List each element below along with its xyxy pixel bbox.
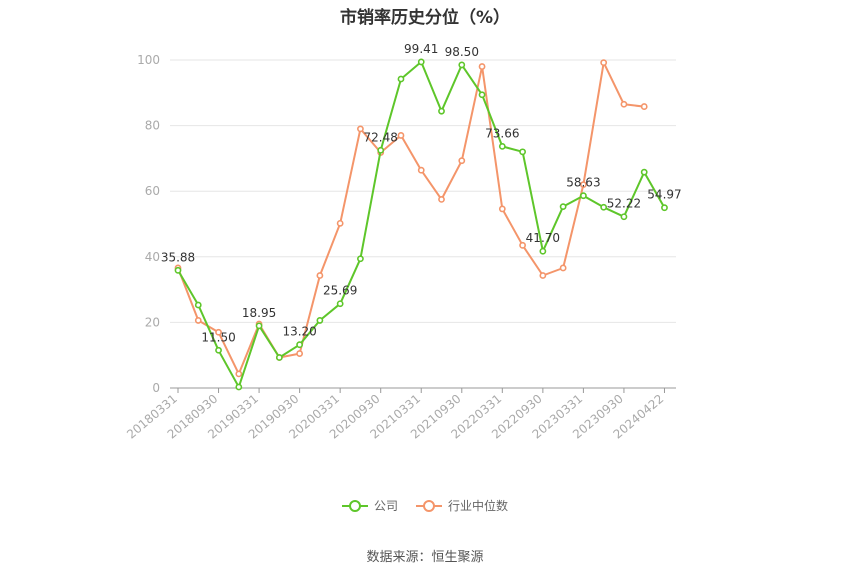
data-source: 数据来源：恒生聚源 [366, 550, 484, 565]
series-line-industry [177, 61, 645, 375]
series-lines [174, 58, 668, 391]
data-point-industry [559, 264, 567, 272]
series-line-company [177, 60, 666, 388]
data-label: 18.95 [242, 306, 276, 320]
data-point-industry [580, 181, 587, 189]
data-point-industry [417, 166, 425, 174]
data-label: 25.69 [323, 284, 357, 298]
data-point-industry [478, 63, 486, 70]
legend-industry-marker [416, 499, 442, 513]
data-point-company [174, 266, 182, 274]
data-point-company [357, 255, 364, 263]
series-company [174, 58, 668, 391]
data-point-company [316, 317, 324, 324]
data-point-industry [519, 241, 526, 249]
data-point-industry [640, 103, 648, 110]
data-label: 41.70 [526, 231, 560, 245]
y-axis-ticks: 0 20 40 60 80 100 [137, 53, 160, 395]
data-point-industry [316, 272, 324, 279]
data-point-industry [498, 205, 506, 213]
data-point-company [215, 346, 222, 354]
data-point-industry [397, 132, 405, 139]
data-point-company [438, 107, 445, 115]
legend-industry-label: 行业中位数 [448, 499, 509, 513]
data-point-industry [336, 219, 344, 227]
legend: 公司 行业中位数 [0, 497, 850, 514]
data-point-company [600, 203, 608, 211]
line-chart: 0 20 40 60 80 100 201803312018093020190331201… [124, 42, 682, 442]
data-point-company [458, 61, 466, 69]
data-point-industry [539, 272, 547, 279]
chart-title: 市销率历史分位（%） [339, 8, 511, 28]
legend-company-label: 公司 [373, 499, 398, 513]
data-label: 73.66 [485, 126, 519, 140]
data-label: 52.22 [607, 197, 641, 211]
data-point-company [417, 58, 425, 66]
y-tick-label: 80 [145, 119, 160, 133]
data-label: 35.88 [161, 250, 195, 264]
data-labels: 35.88 11.50 18.95 13.20 25.69 72.48 99.41 98.50… [161, 42, 682, 344]
data-point-industry [600, 59, 608, 67]
data-point-company [194, 301, 202, 309]
legend-item-company[interactable]: 公司 [341, 497, 398, 514]
data-point-company [235, 383, 243, 391]
data-point-company [559, 203, 567, 211]
data-label: 99.41 [404, 42, 438, 56]
y-tick-label: 40 [145, 250, 160, 264]
data-point-company [539, 247, 547, 255]
legend-company-marker [341, 499, 368, 513]
data-point-company [640, 168, 648, 176]
data-point-industry [438, 195, 445, 203]
data-point-industry [296, 350, 304, 357]
data-point-industry [620, 100, 628, 108]
data-label: 98.50 [445, 45, 479, 59]
grid-lines [170, 59, 676, 323]
y-tick-label: 0 [152, 381, 160, 395]
data-point-company [397, 75, 405, 83]
data-point-company [255, 322, 263, 330]
data-point-company [661, 204, 668, 212]
data-label: 11.50 [201, 330, 235, 344]
legend-item-industry[interactable]: 行业中位数 [416, 497, 508, 514]
data-point-company [336, 300, 344, 308]
data-point-company [275, 354, 283, 361]
data-point-industry [235, 370, 243, 378]
data-label: 72.48 [364, 130, 398, 144]
y-tick-label: 100 [137, 53, 160, 67]
data-point-industry [458, 157, 466, 165]
data-point-industry [357, 125, 364, 133]
data-point-company [296, 341, 304, 349]
x-axis-ticks: 2018033120180930201903312019093020200331… [124, 388, 666, 442]
data-point-company [580, 192, 587, 200]
data-label: 58.63 [566, 176, 600, 190]
data-point-company [620, 213, 628, 221]
data-point-company [519, 148, 526, 156]
series-industry [174, 59, 648, 378]
y-tick-label: 20 [145, 315, 160, 329]
data-point-industry [194, 317, 202, 324]
data-label: 54.97 [647, 188, 681, 202]
y-tick-label: 60 [145, 184, 160, 198]
data-point-company [498, 142, 506, 150]
data-point-company [377, 146, 385, 154]
data-label: 13.20 [282, 325, 316, 339]
data-point-industry [215, 328, 222, 336]
data-point-company [478, 91, 486, 99]
